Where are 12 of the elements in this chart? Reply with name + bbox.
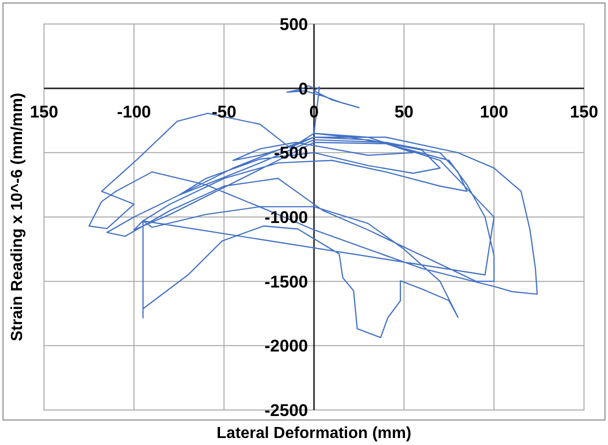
y-tick-label: -1500 xyxy=(264,272,308,292)
x-axis-title: Lateral Deformation (mm) xyxy=(216,425,412,442)
x-tick-label: 100 xyxy=(480,102,508,122)
x-tick-label: -100 xyxy=(116,102,152,122)
y-tick-label: -2000 xyxy=(264,336,308,356)
x-tick-label: 150 xyxy=(30,102,58,122)
x-tick-label: 50 xyxy=(394,102,414,122)
x-tick-label: 150 xyxy=(570,102,598,122)
y-tick-label: 500 xyxy=(280,15,308,34)
x-tick-label: -50 xyxy=(212,102,236,122)
y-axis-title: Strain Reading x 10^-6 (mm/mm) xyxy=(9,92,26,342)
y-tick-label: -2500 xyxy=(264,401,308,420)
